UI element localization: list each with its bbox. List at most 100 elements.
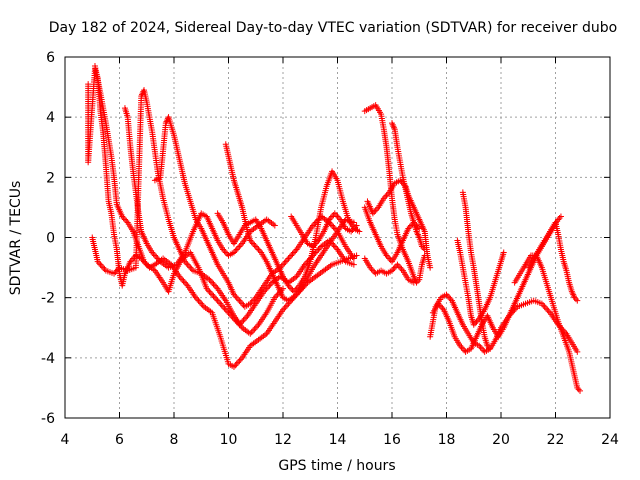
data-point (331, 210, 338, 217)
data-point (233, 294, 240, 301)
data-point (97, 261, 104, 268)
data-point (241, 315, 248, 322)
x-tick-labels: 4 6 8 10 12 14 16 18 20 22 24 (61, 432, 619, 448)
x-tick-label: 14 (329, 432, 347, 448)
series-pass-17 (454, 237, 507, 328)
data-point (394, 261, 401, 268)
data-point (288, 285, 295, 292)
x-tick-label: 4 (61, 432, 70, 448)
data-point (350, 261, 357, 268)
data-point (233, 246, 240, 253)
data-point (235, 245, 242, 252)
data-point (395, 263, 402, 270)
chart-title: Day 182 of 2024, Sidereal Day-to-day VTE… (49, 20, 617, 36)
data-point (217, 300, 224, 307)
data-point (427, 264, 434, 271)
data-point (288, 252, 295, 259)
series-pass-18 (511, 252, 584, 394)
data-point (207, 278, 214, 285)
data-point (386, 255, 393, 262)
data-point (211, 282, 218, 289)
data-point (237, 299, 244, 306)
data-point (196, 299, 203, 306)
y-tick-label: 4 (46, 110, 55, 126)
data-point (235, 296, 242, 303)
data-point (371, 269, 378, 276)
data-point (181, 279, 188, 286)
x-tick-label: 24 (601, 432, 619, 448)
data-point (330, 223, 337, 230)
data-point (151, 252, 158, 259)
x-tick-label: 20 (492, 432, 510, 448)
data-point (206, 288, 213, 295)
data-point (209, 279, 216, 286)
data-point (282, 258, 289, 265)
data-point (121, 216, 128, 223)
data-point (353, 222, 360, 229)
data-point (285, 255, 292, 262)
data-point (224, 251, 231, 258)
y-tick-label: 2 (46, 170, 55, 186)
x-tick-label: 18 (438, 432, 456, 448)
data-point (397, 264, 404, 271)
data-point (542, 305, 549, 312)
series-pass-19 (525, 219, 581, 304)
data-point (290, 249, 297, 256)
y-tick-label: -4 (41, 351, 55, 367)
data-point (284, 302, 291, 309)
data-point (236, 243, 243, 250)
data-point (215, 299, 222, 306)
data-point (248, 329, 255, 336)
data-point (209, 291, 216, 298)
series-pass-12 (361, 255, 417, 286)
data-point (187, 264, 194, 271)
data-point (184, 261, 191, 268)
data-point (250, 297, 257, 304)
data-point (211, 294, 218, 301)
y-tick-label: 6 (46, 50, 55, 66)
data-point (236, 357, 243, 364)
data-point (252, 324, 259, 331)
x-tick-label: 22 (547, 432, 565, 448)
y-tick-label: -6 (41, 411, 55, 427)
axis-ticks (64, 56, 611, 419)
data-point (153, 254, 160, 261)
data-point (179, 276, 186, 283)
data-point (199, 302, 206, 309)
data-point (333, 211, 340, 218)
grid-lines (65, 57, 610, 418)
x-tick-label: 8 (170, 432, 179, 448)
data-point (574, 348, 581, 355)
data-point (416, 225, 423, 232)
y-axis-title: SDTVAR / TECUs (8, 181, 24, 296)
series-pass-15 (429, 213, 564, 355)
data-point (98, 263, 105, 270)
data-point (356, 228, 363, 235)
data-point (185, 263, 192, 270)
data-point (286, 254, 293, 261)
data-point (180, 278, 187, 285)
y-tick-labels: -6 -4 -2 0 2 4 6 (41, 50, 55, 427)
data-point (289, 251, 296, 258)
data-point (254, 245, 261, 252)
series-pass-13 (361, 204, 423, 265)
data-point (444, 293, 451, 300)
data-point (541, 303, 548, 310)
data-point (557, 213, 564, 220)
data-point (350, 255, 357, 262)
data-point (100, 264, 107, 271)
data-point (251, 242, 258, 249)
data-point (329, 213, 336, 220)
data-point (391, 264, 398, 271)
data-point (195, 297, 202, 304)
x-axis-title: GPS time / hours (278, 458, 395, 474)
data-point (284, 257, 291, 264)
series-pass-3 (89, 87, 286, 337)
data-point (353, 252, 360, 259)
data-point (331, 243, 338, 250)
series-pass-16 (459, 189, 494, 352)
data-point (222, 306, 229, 313)
data-point (210, 281, 217, 288)
data-point (574, 297, 581, 304)
